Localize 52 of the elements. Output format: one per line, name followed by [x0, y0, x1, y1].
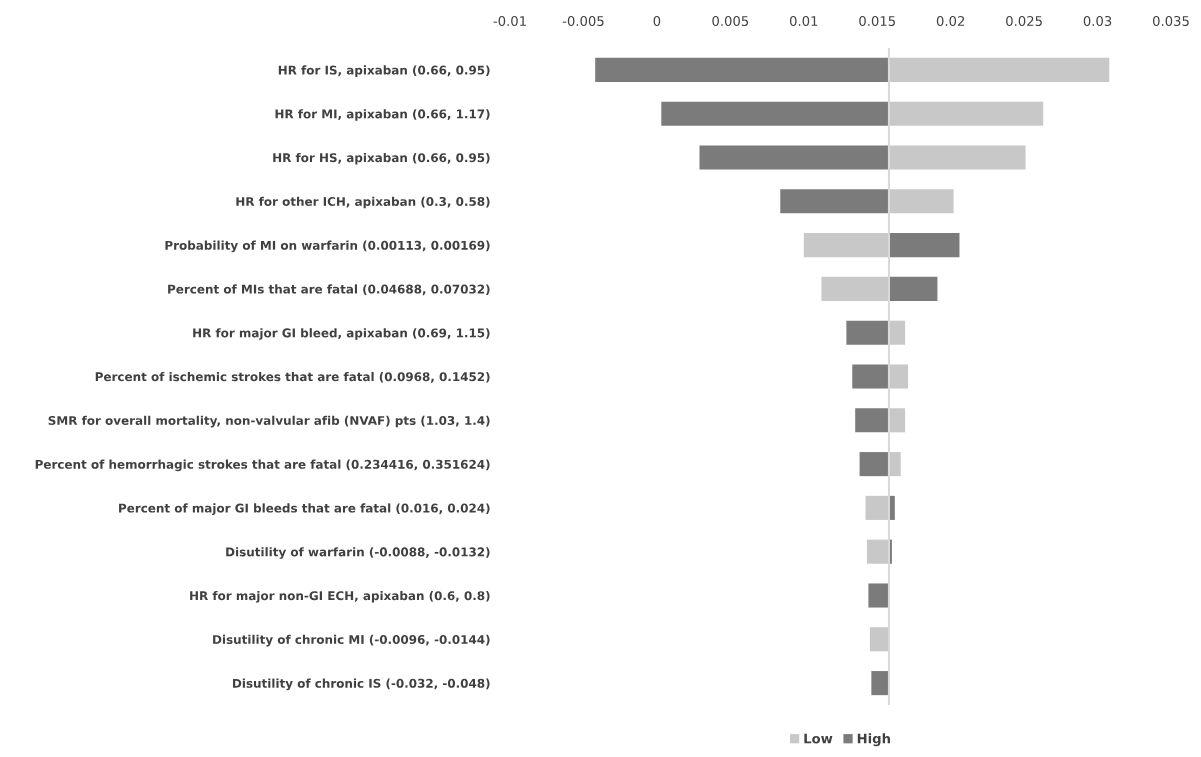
bar — [888, 57, 1110, 82]
bar — [661, 101, 889, 126]
x-tick-label: -0.01 — [493, 16, 526, 26]
y-tick-label: HR for IS, apixaban (0.66, 0.95) — [278, 65, 490, 77]
x-tick-label: 0.035 — [1152, 16, 1189, 26]
y-tick-label: Disutility of chronic MI (-0.0096, -0.0144) — [213, 634, 490, 647]
bar — [888, 101, 1044, 126]
bar — [888, 189, 954, 214]
bar — [866, 539, 889, 564]
y-tick-label: Disutility of warfarin (-0.0088, -0.0132) — [226, 547, 490, 559]
bar — [888, 408, 906, 433]
bar — [888, 145, 1026, 170]
bar — [803, 233, 889, 258]
bar — [869, 627, 889, 652]
bar — [780, 189, 889, 214]
bar — [871, 671, 889, 696]
x-tick-label: -0.005 — [562, 16, 604, 26]
x-tick-label: 0.01 — [789, 16, 818, 26]
x-tick-label: 0.015 — [859, 16, 895, 26]
y-tick-label: Percent of ischemic strokes that are fatal (0.0968, 0.1452) — [95, 371, 490, 383]
y-tick-label: SMR for overall mortality, non-valvular afib (NVAF) pts (1.03, 1.4) — [48, 415, 490, 428]
bar — [865, 495, 889, 520]
bar — [859, 452, 889, 477]
x-tick-label: 0 — [653, 16, 661, 26]
x-tick-label: 0.005 — [712, 16, 749, 26]
bar — [821, 276, 889, 301]
bar — [888, 276, 938, 301]
bar — [852, 364, 889, 389]
bar — [888, 452, 901, 477]
bar — [846, 320, 889, 345]
bar — [888, 364, 909, 389]
bar — [868, 583, 889, 608]
x-tick-label: 0.02 — [936, 16, 965, 26]
bar — [888, 233, 960, 258]
y-tick-label: HR for major non-GI ECH, apixaban (0.6, 0.8) — [190, 590, 490, 603]
y-tick-label: Percent of MIs that are fatal (0.04688, 0.07032) — [168, 284, 490, 296]
legend-label: Low — [804, 733, 833, 744]
y-tick-label: HR for other ICH, apixaban (0.3, 0.58) — [236, 196, 490, 209]
y-tick-label: HR for MI, apixaban (0.66, 1.17) — [275, 109, 490, 121]
y-tick-label: Disutility of chronic IS (-0.032, -0.048) — [233, 678, 490, 691]
y-tick-label: Percent of hemorrhagic strokes that are fatal (0.234416, 0.351624) — [35, 459, 490, 472]
bar — [699, 145, 889, 170]
y-tick-label: Percent of major GI bleeds that are fatal (0.016, 0.024) — [119, 503, 490, 516]
y-tick-label: HR for HS, apixaban (0.66, 0.95) — [273, 152, 490, 165]
x-tick-label: 0.025 — [1006, 16, 1042, 26]
y-tick-label: HR for major GI bleed, apixaban (0.69, 1.15) — [193, 328, 490, 340]
bar — [855, 408, 889, 433]
legend-label: High — [857, 733, 890, 747]
bar — [888, 320, 906, 345]
x-tick-label: 0.03 — [1083, 16, 1112, 26]
y-tick-label: Probability of MI on warfarin (0.00113, 0.00169) — [165, 240, 490, 253]
bar — [595, 57, 889, 82]
